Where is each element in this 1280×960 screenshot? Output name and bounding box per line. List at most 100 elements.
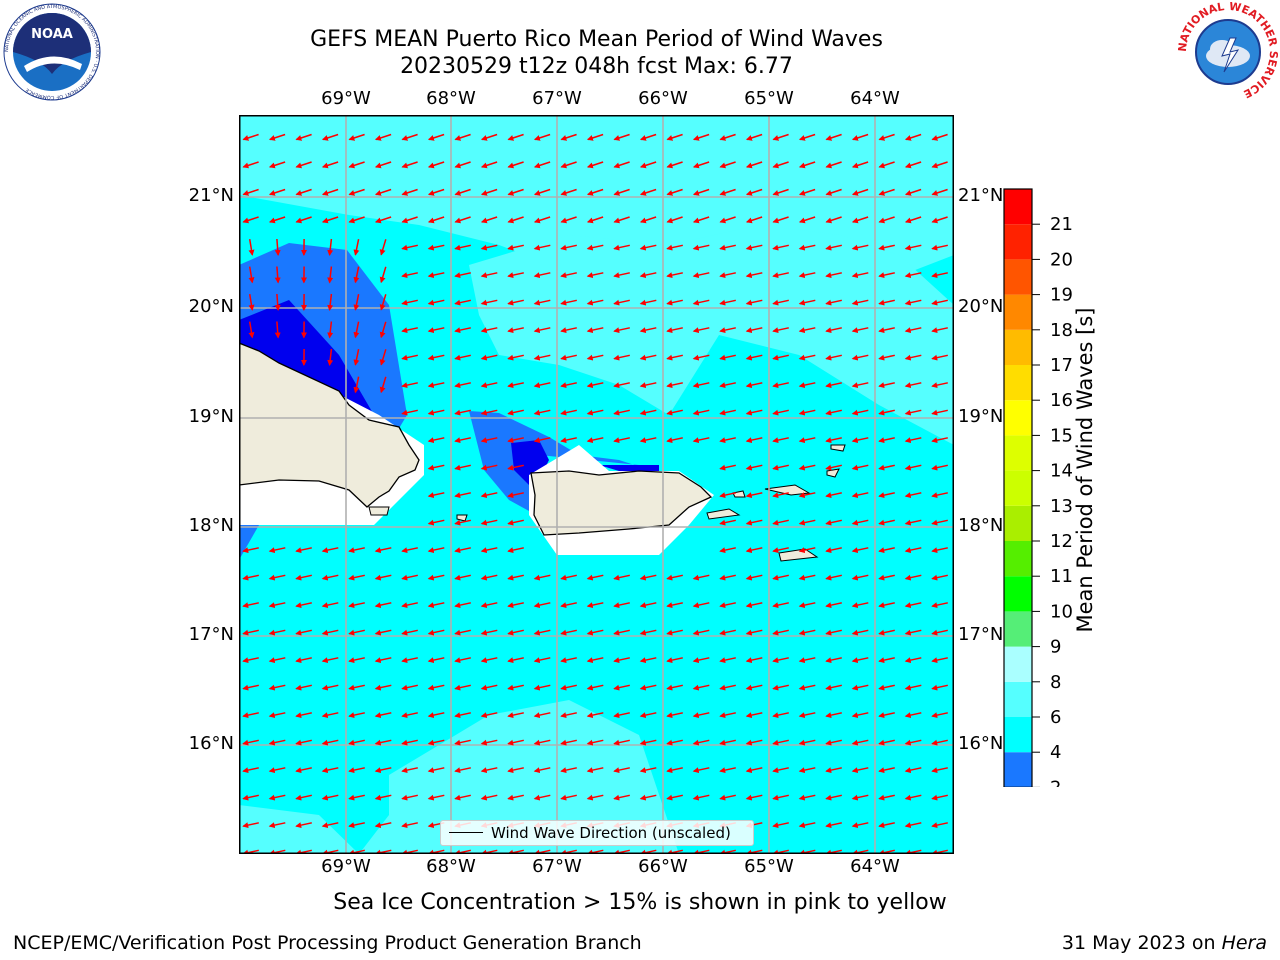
wind-wave-arrow	[295, 712, 312, 719]
wind-wave-arrow	[772, 327, 789, 334]
wind-wave-arrow	[427, 739, 445, 746]
wind-wave-arrow	[454, 492, 471, 499]
wind-wave-arrow	[321, 822, 339, 829]
lat-label-right: 18°N	[958, 515, 1004, 536]
wind-wave-arrow	[242, 657, 259, 664]
wind-wave-arrow	[719, 794, 736, 801]
colorbar-tick-label: 9	[1050, 637, 1061, 658]
wind-wave-arrow	[798, 464, 816, 471]
wind-wave-arrow	[798, 794, 816, 801]
wind-wave-arrow	[878, 574, 895, 581]
wind-wave-arrow	[772, 602, 789, 609]
lat-label-left: 21°N	[188, 185, 234, 206]
wind-wave-arrow	[507, 382, 524, 389]
wind-wave-arrow	[613, 712, 630, 719]
wind-wave-arrow	[851, 712, 869, 719]
wind-wave-arrow	[374, 767, 392, 774]
wind-wave-arrow	[825, 272, 842, 279]
lon-label-bottom: 65°W	[744, 856, 794, 877]
wind-wave-arrow	[719, 464, 736, 471]
wind-wave-arrow	[851, 739, 869, 746]
wind-wave-arrow	[666, 767, 683, 774]
wind-wave-arrow	[507, 327, 524, 334]
wind-wave-arrow	[533, 382, 551, 389]
wind-wave-arrow	[295, 547, 312, 554]
wind-wave-arrow	[427, 464, 445, 471]
lat-label-left: 18°N	[188, 515, 234, 536]
wind-wave-arrow	[454, 244, 471, 251]
wind-wave-arrow	[666, 794, 683, 801]
wind-wave-arrow	[719, 188, 736, 196]
land-st-croix	[778, 548, 819, 562]
wind-wave-arrow	[586, 574, 604, 581]
wind-wave-arrow	[745, 216, 763, 224]
wind-wave-arrow	[878, 382, 895, 389]
wind-wave-arrow	[878, 547, 895, 554]
wind-wave-arrow	[401, 574, 418, 581]
wind-wave-arrow	[268, 602, 286, 609]
wind-wave-arrow	[480, 794, 498, 801]
wind-wave-arrow	[454, 602, 471, 609]
nws-logo: NATIONAL WEATHER SERVICE	[1178, 2, 1278, 100]
wind-wave-arrow	[274, 266, 281, 284]
wind-wave-arrow	[401, 767, 418, 774]
wind-wave-arrow	[904, 629, 922, 636]
wind-wave-arrow	[242, 794, 259, 801]
lat-label-right: 16°N	[958, 733, 1004, 754]
wind-wave-arrow	[798, 657, 816, 664]
wind-wave-arrow	[772, 133, 789, 141]
wind-wave-arrow	[454, 657, 471, 664]
wind-wave-arrow	[772, 822, 789, 829]
wind-wave-arrow	[904, 767, 922, 774]
wind-wave-arrow	[878, 492, 895, 499]
wind-wave-arrow	[825, 133, 842, 141]
lon-label-bottom: 69°W	[321, 856, 371, 877]
wind-wave-arrow	[825, 327, 842, 334]
wind-wave-arrow	[586, 629, 604, 636]
wind-wave-arrow	[692, 327, 710, 334]
wind-wave-arrow	[353, 294, 360, 311]
wind-wave-arrow	[613, 739, 630, 746]
wind-wave-arrow	[401, 188, 418, 196]
wind-wave-arrow	[348, 602, 365, 609]
wind-wave-arrow	[533, 299, 551, 306]
wind-wave-arrow	[374, 574, 392, 581]
wind-wave-arrow	[454, 327, 471, 334]
wind-wave-arrow	[327, 238, 334, 256]
wind-wave-arrow	[274, 321, 281, 339]
wind-wave-arrow	[745, 767, 763, 774]
wind-wave-arrow	[931, 409, 948, 416]
wind-wave-arrow	[268, 684, 286, 691]
wind-wave-arrow	[851, 657, 869, 664]
wind-wave-arrow	[772, 574, 789, 581]
wind-wave-arrow	[586, 299, 604, 306]
colorbar-tick-label: 19	[1050, 285, 1073, 306]
wind-wave-arrow	[745, 464, 763, 471]
wind-wave-arrow	[454, 133, 471, 141]
lon-label-bottom: 68°W	[426, 856, 476, 877]
lon-label-top: 65°W	[744, 88, 794, 109]
colorbar-segment	[1004, 646, 1032, 682]
wind-wave-arrow	[560, 767, 577, 774]
wind-wave-arrow	[878, 739, 895, 746]
wind-wave-arrow	[348, 712, 365, 719]
wind-wave-arrow	[613, 437, 630, 444]
colorbar-segment	[1004, 717, 1032, 753]
wind-wave-arrow	[348, 188, 365, 196]
wind-wave-arrow	[798, 327, 816, 334]
colorbar: 2 4 6 8 9 10 11 12 13 14 15 16 17 18 19 20 21	[1003, 188, 1073, 787]
wind-wave-arrow	[374, 712, 392, 719]
wind-wave-arrow	[772, 739, 789, 746]
wind-wave-arrow	[851, 822, 869, 829]
wind-wave-arrow	[904, 409, 922, 416]
wind-wave-arrow	[401, 629, 418, 636]
wind-wave-arrow	[242, 574, 259, 581]
wind-wave-arrow	[480, 519, 498, 526]
wind-wave-arrow	[480, 684, 498, 691]
wind-wave-arrow	[798, 712, 816, 719]
lon-label-top: 69°W	[321, 88, 371, 109]
lon-label-top: 68°W	[426, 88, 476, 109]
wind-wave-arrow	[268, 794, 286, 801]
wind-wave-arrow	[904, 216, 922, 224]
lon-label-bottom: 64°W	[850, 856, 900, 877]
